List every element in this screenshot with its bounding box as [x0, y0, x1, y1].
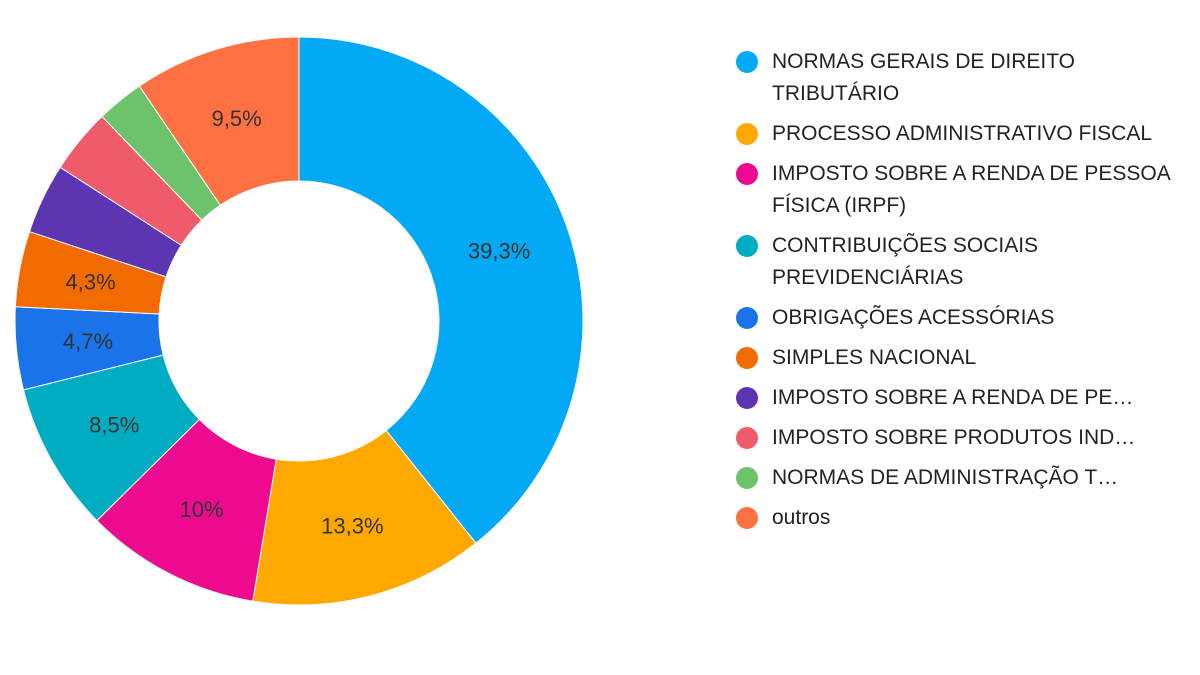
legend-label: NORMAS GERAIS DE DIREITO TRIBUTÁRIO: [772, 50, 1075, 105]
legend-swatch-icon: [736, 467, 758, 489]
legend-label: outros: [772, 506, 831, 529]
legend-item[interactable]: PROCESSO ADMINISTRATIVO FISCAL: [736, 118, 1186, 150]
legend-swatch-icon: [736, 51, 758, 73]
legend-label: IMPOSTO SOBRE A RENDA DE PE…: [772, 386, 1134, 409]
legend-swatch-icon: [736, 387, 758, 409]
legend-item[interactable]: NORMAS GERAIS DE DIREITO TRIBUTÁRIO: [736, 46, 1186, 110]
legend-item[interactable]: SIMPLES NACIONAL: [736, 342, 1186, 374]
legend-label: OBRIGAÇÕES ACESSÓRIAS: [772, 306, 1055, 329]
legend-swatch-icon: [736, 307, 758, 329]
donut-slice: [298, 36, 584, 544]
chart-legend: NORMAS GERAIS DE DIREITO TRIBUTÁRIO PROCE…: [736, 46, 1186, 542]
donut-slice: [138, 36, 300, 206]
slice-data-label: 8,5%: [89, 412, 139, 437]
legend-swatch-icon: [736, 163, 758, 185]
donut-slice: [252, 429, 477, 606]
legend-label: IMPOSTO SOBRE PRODUTOS IND…: [772, 426, 1136, 449]
legend-label: CONTRIBUIÇÕES SOCIAIS PREVIDENCIÁRIAS: [772, 234, 1039, 289]
legend-item[interactable]: IMPOSTO SOBRE A RENDA DE PE…: [736, 382, 1186, 414]
legend-label: PROCESSO ADMINISTRATIVO FISCAL: [772, 122, 1153, 145]
legend-label: IMPOSTO SOBRE A RENDA DE PESSOA FÍSICA (…: [772, 162, 1170, 217]
legend-swatch-icon: [736, 507, 758, 529]
legend-item[interactable]: IMPOSTO SOBRE A RENDA DE PESSOA FÍSICA (…: [736, 158, 1186, 222]
legend-item[interactable]: CONTRIBUIÇÕES SOCIAIS PREVIDENCIÁRIAS: [736, 230, 1186, 294]
legend-label: NORMAS DE ADMINISTRAÇÃO T…: [772, 466, 1119, 489]
legend-item[interactable]: outros: [736, 502, 1186, 534]
legend-label: SIMPLES NACIONAL: [772, 346, 977, 369]
legend-swatch-icon: [736, 123, 758, 145]
slice-data-label: 9,5%: [212, 106, 262, 131]
legend-swatch-icon: [736, 427, 758, 449]
slice-data-label: 10%: [180, 497, 224, 522]
slice-data-label: 13,3%: [321, 514, 383, 539]
legend-item[interactable]: OBRIGAÇÕES ACESSÓRIAS: [736, 302, 1186, 334]
slice-data-label: 4,3%: [66, 269, 116, 294]
donut-plot: 39,3% 13,3% 10% 8,5% 4,7% 4,3% 9,5%: [14, 36, 584, 606]
slice-data-label: 4,7%: [63, 329, 113, 354]
legend-item[interactable]: NORMAS DE ADMINISTRAÇÃO T…: [736, 462, 1186, 494]
legend-swatch-icon: [736, 235, 758, 257]
legend-item[interactable]: IMPOSTO SOBRE PRODUTOS IND…: [736, 422, 1186, 454]
legend-swatch-icon: [736, 347, 758, 369]
slice-data-label: 39,3%: [468, 239, 530, 264]
